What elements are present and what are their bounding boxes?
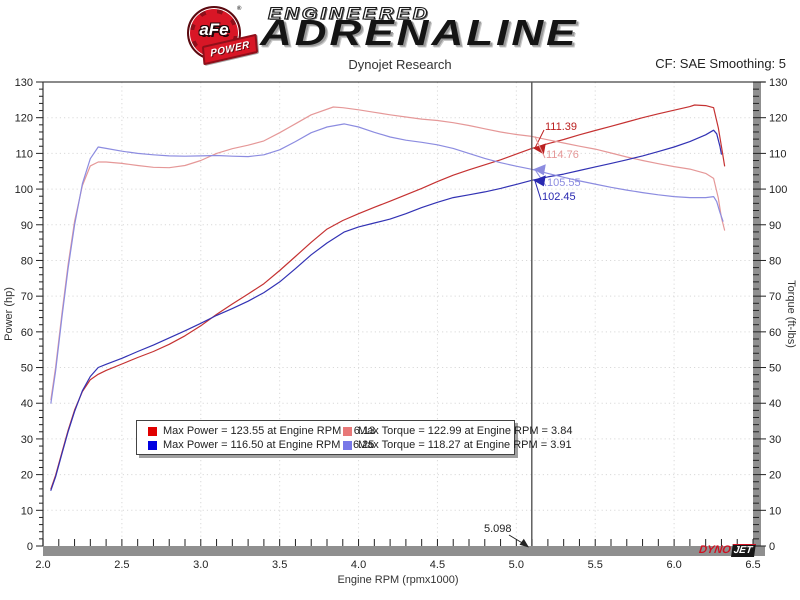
svg-text:10: 10	[769, 505, 781, 517]
svg-text:3.5: 3.5	[272, 559, 287, 571]
legend-swatch-torque-red-icon	[343, 426, 352, 436]
cursor-arrow-icon	[533, 164, 546, 176]
dynojet-logo-dyno: DYNO	[698, 544, 732, 556]
dynojet-logo-jet: JET	[730, 543, 757, 557]
legend-label: Max Torque = 118.27 at Engine RPM = 3.91	[358, 439, 572, 451]
x-axis-title: Engine RPM (rpmx1000)	[337, 574, 458, 586]
svg-text:10: 10	[21, 505, 33, 517]
curve-power-red	[50, 104, 726, 490]
svg-text:6.0: 6.0	[666, 559, 681, 571]
svg-text:110: 110	[769, 148, 787, 160]
svg-text:0: 0	[769, 541, 775, 553]
svg-text:80: 80	[769, 255, 781, 267]
cursor-leader	[534, 129, 545, 149]
cursor-arrow-icon	[533, 143, 546, 155]
cursor-arrow-icon	[533, 175, 546, 187]
brand-line-engineered: ENGINEERED	[267, 5, 431, 24]
svg-text:110: 110	[15, 148, 33, 160]
curve-torque-red	[50, 106, 726, 401]
svg-text:80: 80	[21, 255, 33, 267]
gridlines	[43, 82, 753, 546]
svg-text:2.5: 2.5	[114, 559, 129, 571]
chart-subtitle: Dynojet Research	[348, 57, 452, 72]
legend-box: Max Power = 123.55 at Engine RPM = 6.13 …	[136, 420, 572, 455]
svg-text:20: 20	[21, 470, 33, 482]
cursor-leader	[534, 180, 542, 201]
dynojet-logo: DYNO JET	[698, 543, 757, 557]
y-axis-title-left: Power (hp)	[3, 287, 15, 341]
svg-text:5.0: 5.0	[509, 559, 524, 571]
svg-text:130: 130	[15, 77, 33, 89]
svg-text:50: 50	[21, 363, 33, 375]
axis-ticks-labels: 0 0 10 10 20 20 30 30 40 40 50 50 60 60 70 70 80 80 90 90 10…	[15, 77, 788, 571]
registered-mark: ®	[237, 6, 242, 12]
legend-swatch-power-red-icon	[148, 426, 157, 436]
legend-swatch-power-blue-icon	[148, 440, 157, 450]
y-axis-title-right: Torque (ft-lbs)	[785, 280, 797, 348]
rpm-callout-arrow-icon	[519, 538, 529, 548]
curve-power-blue	[50, 129, 723, 491]
correction-factor-label: CF: SAE Smoothing: 5	[655, 56, 786, 71]
legend-item: Max Torque = 122.99 at Engine RPM = 3.84	[332, 425, 572, 437]
afe-power-logo: aFe ® POWER	[187, 6, 259, 66]
svg-text:90: 90	[21, 220, 33, 232]
svg-text:20: 20	[769, 470, 781, 482]
svg-text:70: 70	[769, 291, 781, 303]
svg-text:2.0: 2.0	[35, 559, 50, 571]
svg-text:30: 30	[769, 434, 781, 446]
svg-text:120: 120	[15, 113, 33, 125]
legend-item: Max Power = 123.55 at Engine RPM = 6.13	[137, 425, 375, 437]
svg-text:90: 90	[769, 220, 781, 232]
svg-text:100: 100	[769, 184, 787, 196]
svg-text:100: 100	[15, 184, 33, 196]
legend-label: Max Torque = 122.99 at Engine RPM = 3.84	[358, 425, 573, 437]
svg-text:130: 130	[769, 77, 787, 89]
svg-text:3.0: 3.0	[193, 559, 208, 571]
svg-text:0: 0	[27, 541, 33, 553]
svg-text:60: 60	[769, 327, 781, 339]
svg-text:50: 50	[769, 363, 781, 375]
right-axis-band	[753, 82, 761, 556]
svg-text:5.5: 5.5	[588, 559, 603, 571]
bottom-axis-band	[43, 546, 765, 556]
svg-text:40: 40	[21, 398, 33, 410]
legend-label: Max Power = 116.50 at Engine RPM = 6.25	[163, 439, 375, 451]
curve-torque-blue	[50, 123, 724, 404]
svg-text:120: 120	[769, 113, 787, 125]
svg-text:4.5: 4.5	[430, 559, 445, 571]
svg-text:70: 70	[21, 291, 33, 303]
header: aFe ® POWER ENGINEERED ADRENALINE Dynoje…	[0, 0, 800, 78]
legend-swatch-torque-blue-icon	[343, 440, 352, 450]
afe-logo-text: aFe	[199, 20, 229, 39]
legend-item: Max Power = 116.50 at Engine RPM = 6.25	[137, 439, 374, 451]
svg-text:6.5: 6.5	[745, 559, 760, 571]
svg-text:40: 40	[769, 398, 781, 410]
svg-text:4.0: 4.0	[351, 559, 366, 571]
brand-line-adrenaline: ADRENALINE	[260, 13, 579, 54]
legend-label: Max Power = 123.55 at Engine RPM = 6.13	[163, 425, 376, 437]
svg-text:30: 30	[21, 434, 33, 446]
legend-item: Max Torque = 118.27 at Engine RPM = 3.91	[332, 439, 572, 451]
cursor-leader	[534, 136, 546, 159]
svg-text:60: 60	[21, 327, 33, 339]
